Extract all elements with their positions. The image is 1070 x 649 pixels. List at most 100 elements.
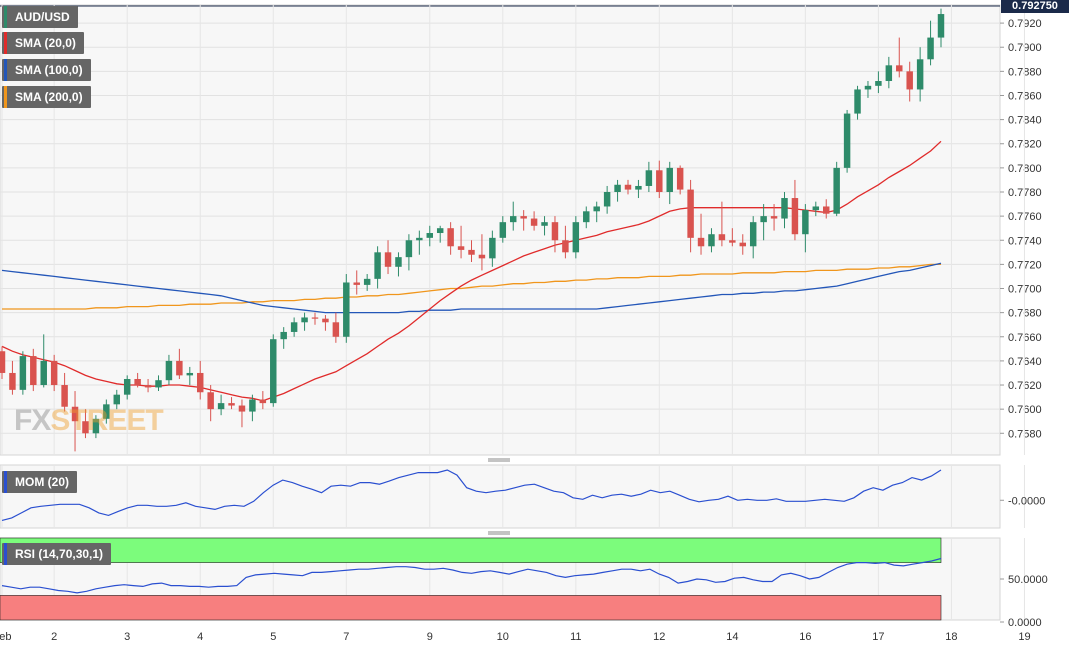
candle-down xyxy=(656,170,663,192)
candle-up xyxy=(937,14,945,38)
candle-down xyxy=(676,167,684,190)
candle-down xyxy=(176,360,183,376)
candle-up xyxy=(436,228,444,234)
candle-down xyxy=(697,237,705,247)
mom-line xyxy=(1,469,942,521)
candle-up xyxy=(572,222,580,253)
candle-down xyxy=(624,184,632,190)
candle-down xyxy=(791,198,799,235)
candle-up xyxy=(885,65,893,82)
candle-down xyxy=(332,322,340,337)
candle-up xyxy=(864,85,872,90)
candle-up xyxy=(749,222,757,247)
candle-up xyxy=(854,89,861,114)
rsi-tick-label: 50.0000 xyxy=(1008,574,1048,586)
candle-up xyxy=(217,403,225,410)
candle-down xyxy=(457,246,465,250)
legend-mom[interactable]: MOM (20) xyxy=(2,471,77,493)
x-tick-label: 12 xyxy=(653,631,665,643)
candle-up xyxy=(614,184,621,192)
legend-label: AUD/USD xyxy=(15,10,70,24)
candle-up xyxy=(812,206,820,211)
candle-down xyxy=(144,385,152,388)
candle-up xyxy=(833,167,840,214)
legend-sma-200[interactable]: SMA (200,0) xyxy=(2,86,91,108)
legend-label: SMA (100,0) xyxy=(15,63,83,77)
candle-down xyxy=(353,282,360,285)
candle-down xyxy=(0,351,6,373)
candle-down xyxy=(447,228,454,247)
sma-100-line xyxy=(1,262,942,314)
candle-down xyxy=(311,317,319,319)
candle-up xyxy=(426,233,434,238)
mom-tick-label: -0.0000 xyxy=(1008,495,1045,507)
candle-down xyxy=(729,240,736,243)
legend-aud-usd[interactable]: AUD/USD xyxy=(2,6,78,28)
candle-up xyxy=(186,372,194,376)
x-tick-label: 18 xyxy=(945,631,957,643)
legend-label: SMA (200,0) xyxy=(15,90,83,104)
candle-up xyxy=(280,331,287,340)
x-tick-label: 11 xyxy=(570,631,581,643)
legend-rsi[interactable]: RSI (14,70,30,1) xyxy=(2,543,112,565)
candle-down xyxy=(9,372,16,390)
candle-up xyxy=(802,210,809,235)
candle-up xyxy=(249,399,256,412)
candle-up xyxy=(165,360,173,381)
candle-down xyxy=(238,405,246,412)
legend-sma-20[interactable]: SMA (20,0) xyxy=(2,32,84,54)
candle-up xyxy=(708,234,715,247)
candle-down xyxy=(468,249,475,255)
candle-down xyxy=(71,406,79,422)
candle-up xyxy=(916,59,924,90)
candle-down xyxy=(384,252,392,267)
x-tick-label: 9 xyxy=(427,631,433,643)
x-tick-label: 4 xyxy=(197,631,203,643)
legend-color-swatch xyxy=(4,32,7,54)
candle-up xyxy=(593,206,600,212)
x-tick-label: Feb xyxy=(0,631,11,643)
candle-up xyxy=(92,418,100,434)
candle-down xyxy=(562,240,569,253)
rsi-oversold-zone xyxy=(0,595,942,621)
current-price-badge: 0.792750 xyxy=(1001,0,1069,13)
candle-up xyxy=(301,317,308,323)
candle-up xyxy=(113,394,121,405)
candle-down xyxy=(478,254,486,259)
candle-up xyxy=(875,81,882,86)
candle-up xyxy=(499,222,507,238)
legend-sma-100[interactable]: SMA (100,0) xyxy=(2,59,91,81)
legend-color-swatch xyxy=(4,471,7,493)
rsi-line xyxy=(1,557,942,594)
candle-down xyxy=(322,318,329,323)
candle-up xyxy=(270,339,277,404)
candle-down xyxy=(196,372,204,393)
candle-up xyxy=(927,37,934,60)
candle-up xyxy=(583,211,590,223)
candle-up xyxy=(123,378,131,395)
candle-up xyxy=(19,356,27,390)
candle-down xyxy=(30,356,37,386)
candle-up xyxy=(343,282,350,337)
legend-label: MOM (20) xyxy=(15,475,69,489)
legend-label: RSI (14,70,30,1) xyxy=(15,547,104,561)
fxstreet-logo: FXSTREET xyxy=(14,404,164,438)
candle-down xyxy=(739,242,747,247)
x-tick-label: 17 xyxy=(872,631,884,643)
candle-up xyxy=(416,237,423,241)
sma-200-line xyxy=(2,263,941,310)
candle-up xyxy=(103,404,110,419)
candle-up xyxy=(781,198,788,219)
candle-up xyxy=(395,257,402,267)
candle-down xyxy=(134,378,141,386)
candle-up xyxy=(290,322,298,332)
x-tick-label: 10 xyxy=(497,631,509,643)
candle-down xyxy=(551,222,559,241)
candle-down xyxy=(822,206,830,214)
candle-down xyxy=(228,403,235,406)
legend-color-swatch xyxy=(4,6,7,28)
candle-down xyxy=(207,392,214,410)
candle-up xyxy=(635,185,642,190)
x-tick-label: 7 xyxy=(343,631,349,643)
